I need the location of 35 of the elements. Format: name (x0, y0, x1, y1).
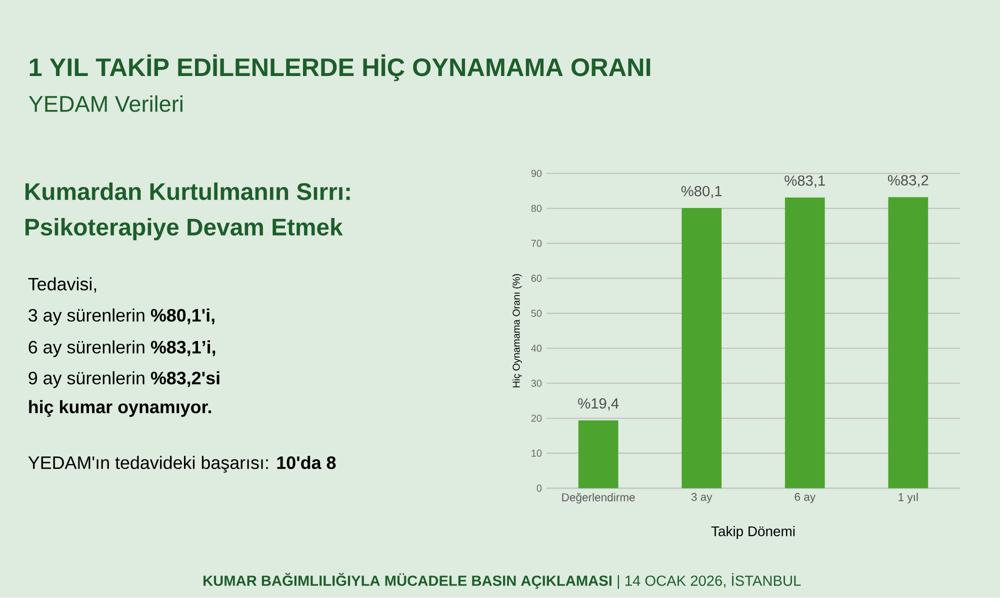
data-label: %83,1 (784, 176, 825, 188)
bar (682, 208, 722, 488)
text: hiç kumar oynamıyor. (29, 400, 212, 417)
text: 3 ay sürenlerin %80,1'i, (28, 308, 214, 326)
x-tick-label: 1 yıl (898, 492, 918, 504)
text: Psikoterapiye Devam Etmek (25, 218, 343, 240)
y-tick-label: 70 (531, 240, 542, 247)
bar (888, 197, 928, 488)
data-label: %83,2 (888, 175, 928, 188)
data-label: %19,4 (578, 398, 619, 410)
y-tick-label: 30 (531, 380, 542, 387)
y-tick-label: 10 (532, 450, 542, 457)
text: 1 YIL TAKİP EDİLENLERDE HİÇ OYNAMAMA ORANI (30, 54, 650, 82)
y-axis-title: Hiç Oynamama Oranı (%) (512, 274, 522, 388)
x-tick-label: 3 ay (691, 493, 712, 504)
y-tick-label: 90 (531, 170, 542, 178)
x-tick-label: Değerlendirme (562, 492, 635, 504)
x-axis-title: Takip Dönemi (711, 526, 795, 540)
y-tick-label: 60 (531, 274, 542, 282)
y-tick-label: 0 (536, 484, 542, 492)
text: Kumardan Kurtulmanın Sırrı: (25, 182, 350, 200)
bar (578, 420, 618, 488)
y-tick-label: 40 (531, 344, 542, 352)
data-label: %80,1 (681, 186, 722, 198)
y-tick-label: 20 (531, 414, 542, 422)
text: YEDAM Verileri (28, 95, 182, 112)
y-tick-label: 50 (531, 310, 542, 317)
x-tick-label: 6 ay (794, 493, 816, 504)
text: 6 ay sürenlerin %83,1’i, (28, 340, 216, 358)
y-tick-label: 80 (531, 204, 542, 212)
text: 9 ay sürenlerin %83,2'si (28, 371, 220, 388)
text: KUMAR BAĞIMLILIĞIYLA MÜCADELE BASIN AÇIKLAMASI | 14 OCAK 2026, İSTANBUL (204, 572, 801, 589)
text: Tedavisi, (28, 277, 96, 293)
text: YEDAM'ın tedavideki başarısı: 10'da 8 (28, 456, 336, 473)
bar (784, 198, 825, 488)
